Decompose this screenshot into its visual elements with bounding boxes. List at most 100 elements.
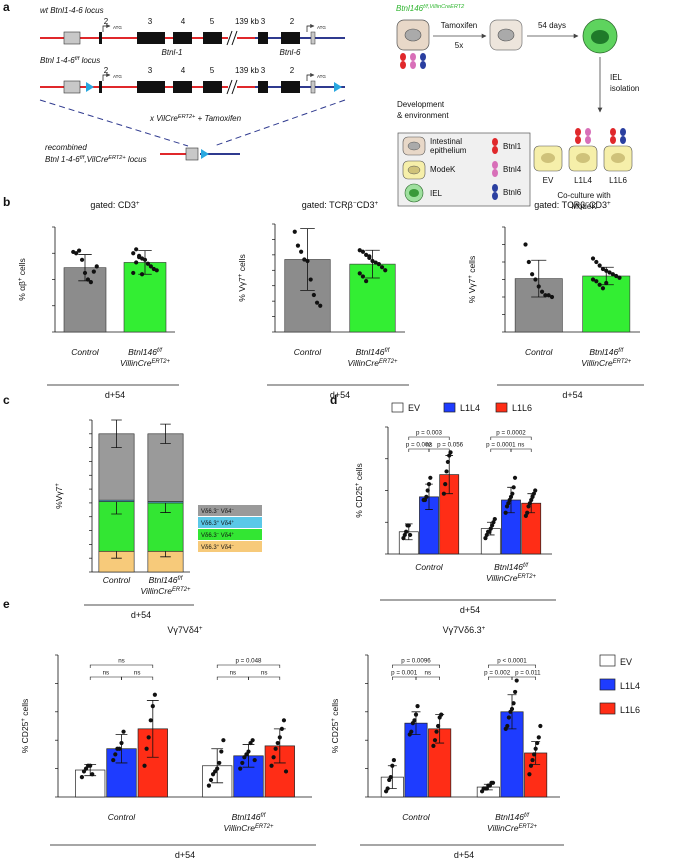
category-label: VillinCreERT2+ bbox=[347, 358, 398, 368]
text-run: cells bbox=[17, 258, 27, 277]
data-point bbox=[484, 532, 489, 538]
text-run: Control bbox=[415, 562, 444, 572]
text-run: VillinCre bbox=[120, 358, 152, 368]
legend-swatch bbox=[391, 402, 404, 413]
superscript: + bbox=[607, 200, 611, 207]
bar bbox=[349, 263, 396, 333]
y-axis-label: % Vγ7+ cells bbox=[467, 256, 477, 303]
chart-title: Vγ7Vδ4+ bbox=[167, 625, 203, 636]
data-point bbox=[590, 277, 596, 282]
significance-bracket bbox=[511, 676, 536, 680]
data-point bbox=[614, 273, 619, 279]
data-point bbox=[536, 284, 541, 289]
data-point bbox=[536, 735, 541, 740]
text-run: Control bbox=[71, 347, 100, 357]
data-point bbox=[617, 275, 622, 280]
text-run: Btnl146 bbox=[495, 812, 524, 822]
legend-label: L1L4 bbox=[620, 681, 640, 691]
diagram-label: ATG bbox=[317, 74, 326, 79]
category-label: VillinCreERT2+ bbox=[140, 586, 191, 596]
data-point bbox=[357, 248, 362, 253]
data-point bbox=[529, 497, 534, 503]
data-point bbox=[94, 264, 99, 269]
data-point bbox=[445, 459, 450, 465]
text-run: Vδ4 bbox=[219, 521, 232, 527]
significance-label: p = 0.056 bbox=[437, 442, 464, 449]
data-point bbox=[318, 303, 323, 308]
data-point bbox=[523, 242, 528, 247]
data-point bbox=[402, 532, 407, 538]
data-point bbox=[219, 749, 224, 754]
data-point bbox=[208, 777, 214, 783]
data-point bbox=[527, 772, 532, 777]
text-run: CD3 bbox=[357, 200, 375, 210]
superscript: f/f,VillinCreERT2 bbox=[423, 4, 465, 10]
chart-title: Vγ7Vδ6.3+ bbox=[443, 625, 486, 636]
text-run: locus bbox=[79, 56, 100, 65]
data-point bbox=[424, 494, 429, 499]
superscript: ERT2+ bbox=[518, 824, 537, 830]
text-run: VillinCre bbox=[487, 823, 519, 833]
data-point bbox=[134, 260, 139, 265]
data-point bbox=[252, 757, 257, 763]
text-run: cells bbox=[20, 699, 30, 718]
data-point bbox=[79, 257, 85, 262]
significance-label: p = 0.0001 bbox=[486, 442, 516, 449]
data-point bbox=[597, 263, 602, 268]
diagram-label: Btnl4 bbox=[503, 165, 522, 174]
category-label: Btnl146f/f bbox=[356, 347, 391, 357]
significance-bracket bbox=[408, 436, 450, 440]
category-label: Control bbox=[415, 562, 444, 572]
superscript: + bbox=[331, 718, 337, 722]
text-run: Control bbox=[402, 812, 431, 822]
diagram-label: isolation bbox=[610, 84, 639, 93]
superscript: + bbox=[482, 625, 486, 632]
diagram-label: 2 bbox=[290, 17, 295, 26]
y-axis-label: %Vγ7+ bbox=[54, 483, 64, 509]
legend-swatch bbox=[198, 505, 262, 516]
data-point bbox=[483, 536, 488, 541]
text-run: recombined bbox=[45, 143, 87, 152]
data-point bbox=[370, 258, 375, 264]
data-point bbox=[600, 286, 606, 291]
superscript: + bbox=[136, 200, 140, 207]
data-point bbox=[85, 277, 91, 282]
data-point bbox=[432, 738, 438, 743]
superscript: − bbox=[217, 507, 220, 512]
data-point bbox=[119, 740, 124, 746]
panel-label: b bbox=[3, 195, 10, 209]
data-point bbox=[273, 746, 278, 751]
text-run: Vγ7Vδ6.3 bbox=[443, 625, 482, 635]
diagram-label: Btnl6 bbox=[503, 188, 522, 197]
x-axis-label: d+54 bbox=[562, 390, 582, 400]
data-point bbox=[530, 272, 535, 277]
text-run: Control bbox=[525, 347, 554, 357]
text-run: Vδ4 bbox=[219, 509, 232, 515]
data-point bbox=[526, 504, 531, 509]
superscript: + bbox=[21, 718, 27, 722]
significance-bracket bbox=[490, 436, 532, 440]
diagram-label: 139 kb bbox=[235, 66, 260, 75]
text-run: %Vγ7 bbox=[54, 486, 64, 508]
significance-bracket bbox=[392, 664, 440, 668]
superscript: + bbox=[238, 273, 244, 277]
diagram-label: Intestinal bbox=[430, 137, 462, 146]
diagram-label: 139 kb bbox=[235, 17, 260, 26]
data-point bbox=[401, 536, 406, 541]
data-point bbox=[509, 706, 515, 712]
superscript: f/f bbox=[384, 348, 390, 354]
significance-label: p = 0.003 bbox=[416, 430, 443, 437]
data-point bbox=[487, 529, 492, 534]
legend-label: EV bbox=[620, 657, 632, 667]
superscript: f/f bbox=[618, 348, 624, 354]
locus-flox bbox=[40, 72, 345, 95]
data-point bbox=[436, 723, 441, 729]
significance-bracket bbox=[488, 676, 513, 680]
text-run: gated: TCRβ bbox=[534, 200, 585, 210]
data-point bbox=[443, 482, 448, 487]
diagram-label: ModeK bbox=[430, 165, 456, 174]
legend-label: EV bbox=[408, 403, 420, 413]
error-bar bbox=[146, 700, 159, 758]
category-label: Control bbox=[103, 575, 132, 585]
diagram-label: IEL bbox=[610, 73, 623, 82]
